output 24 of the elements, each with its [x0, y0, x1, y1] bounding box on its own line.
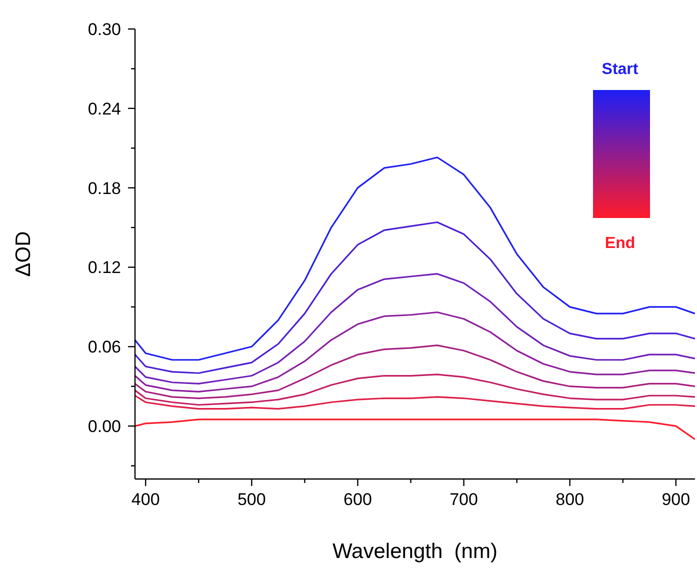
- y-tick-label: 0.18: [88, 178, 121, 198]
- y-tick-label: 0.06: [88, 338, 121, 357]
- line-series: [135, 394, 695, 410]
- x-tick-label: 700: [450, 490, 478, 509]
- y-tick-label: 0.12: [88, 258, 121, 278]
- line-series: [135, 156, 695, 361]
- x-tick-label: 500: [237, 490, 266, 509]
- x-tick-label: 900: [662, 490, 690, 509]
- x-tick-label: 800: [556, 490, 584, 509]
- line-series: [135, 221, 695, 374]
- line-series: [135, 344, 695, 400]
- y-tick-label: 0.00: [88, 417, 121, 436]
- y-tick-label: 0.24: [88, 99, 121, 118]
- x-tick-label: 400: [131, 490, 160, 509]
- x-axis-title: Wavelength (nm): [332, 540, 498, 563]
- annotation: End: [604, 235, 636, 252]
- x-tick-label: 600: [344, 490, 372, 509]
- line-series: [135, 273, 695, 385]
- y-axis-title: ΔOD: [12, 231, 35, 277]
- line-series: [135, 311, 695, 392]
- line-series: [135, 374, 695, 406]
- line-series: [135, 418, 695, 440]
- y-tick-label: 0.30: [88, 20, 121, 39]
- annotation: Start: [602, 61, 639, 78]
